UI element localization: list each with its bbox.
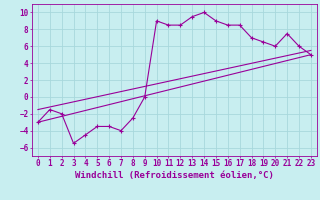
X-axis label: Windchill (Refroidissement éolien,°C): Windchill (Refroidissement éolien,°C) — [75, 171, 274, 180]
